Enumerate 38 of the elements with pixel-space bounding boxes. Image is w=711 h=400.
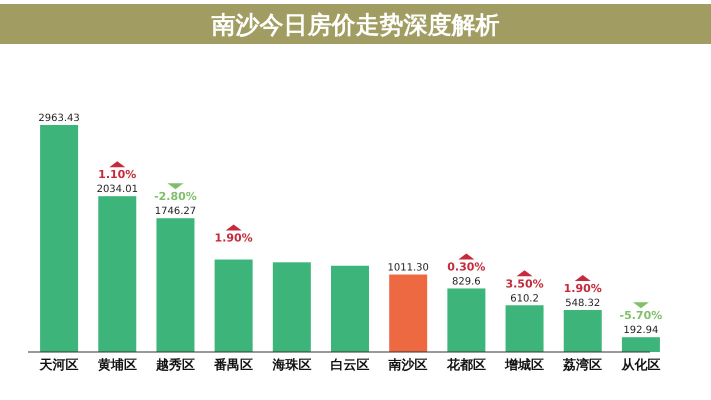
- bar: [214, 260, 253, 352]
- x-tick-label: 海珠区: [271, 358, 312, 373]
- bar: [98, 196, 136, 352]
- x-tick-label: 越秀区: [154, 357, 195, 373]
- data-label: 548.32: [565, 298, 600, 309]
- x-tick-label: 花都区: [446, 358, 486, 373]
- bar: [156, 218, 194, 352]
- data-label: 192.94: [623, 325, 658, 336]
- data-label: 2963.43: [38, 113, 80, 124]
- bar: [447, 288, 486, 352]
- annotation: -2.80%: [154, 190, 197, 204]
- x-tick-label: 番禺区: [213, 357, 254, 373]
- data-label: 2034.01: [96, 184, 138, 196]
- bar: [331, 266, 369, 352]
- x-tick-label: 天河区: [38, 358, 79, 373]
- x-tick-label: 白云区: [330, 358, 370, 373]
- annotation: 1.10%: [98, 168, 136, 182]
- annotation: -5.70%: [620, 309, 662, 322]
- x-tick-label: 南沙区: [388, 358, 428, 373]
- x-tick-label: 荔湾区: [562, 357, 602, 373]
- x-tick-label: 黄埔区: [96, 357, 137, 373]
- bar: [622, 337, 660, 352]
- x-tick-label: 从化区: [620, 358, 660, 373]
- data-label: 1746.27: [154, 206, 196, 218]
- data-label: 829.6: [452, 276, 481, 288]
- chart-title: 南沙今日房价走势深度解析: [210, 11, 500, 39]
- annotation: 1.90%: [564, 282, 602, 295]
- annotation: 0.30%: [447, 260, 486, 274]
- bar: [389, 274, 428, 352]
- bar: [506, 305, 544, 352]
- annotation: 3.50%: [505, 277, 544, 290]
- x-tick-label: 增城区: [504, 358, 544, 373]
- bar: [40, 125, 78, 352]
- data-label: 1011.30: [388, 262, 429, 274]
- bar: [564, 310, 602, 352]
- data-label: 610.2: [510, 293, 539, 304]
- bar: [272, 262, 311, 352]
- annotation: 1.90%: [214, 232, 253, 245]
